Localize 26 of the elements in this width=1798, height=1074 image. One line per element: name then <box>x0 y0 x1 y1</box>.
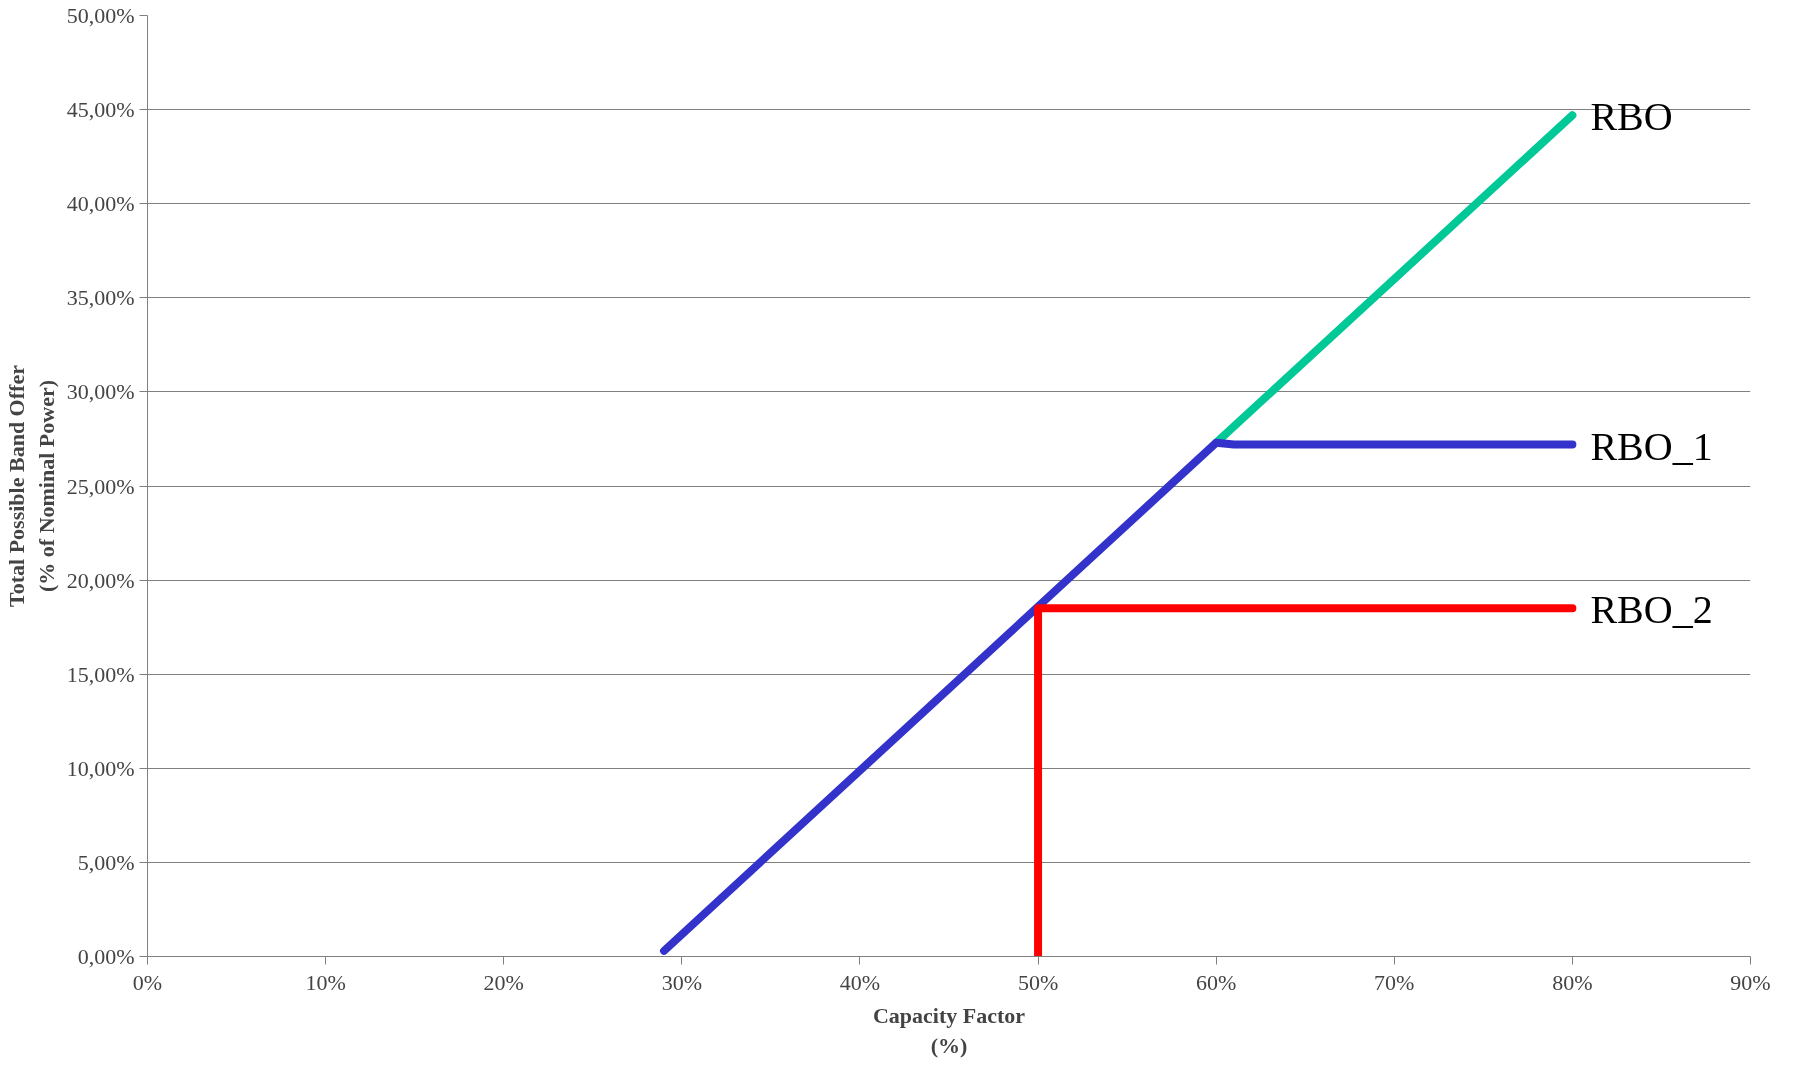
x-tick-label: 90% <box>1730 969 1771 995</box>
x-tick-label: 30% <box>661 969 702 995</box>
y-tick-label: 20,00% <box>66 567 135 593</box>
x-tick-label: 20% <box>483 969 524 995</box>
x-tick-label: 10% <box>305 969 346 995</box>
y-tick-label: 0,00% <box>77 944 135 969</box>
y-tick-label: 40,00% <box>66 191 135 217</box>
y-tick-label: 45,00% <box>66 97 135 123</box>
y-tick-label: 50,00% <box>66 3 135 28</box>
x-tick-label: 40% <box>839 969 881 995</box>
x-tick-label: 60% <box>1196 969 1237 995</box>
y-tick-label: 5,00% <box>77 849 135 875</box>
y-tick-label: 10,00% <box>66 755 135 781</box>
series-label: RBO_2 <box>1590 587 1713 633</box>
x-tick-label: 50% <box>1017 969 1059 995</box>
y-tick-label: 25,00% <box>66 473 135 499</box>
x-tick-label: 80% <box>1552 969 1593 995</box>
x-tick-label: 0% <box>132 969 163 995</box>
x-tick-label: 70% <box>1374 969 1415 995</box>
y-tick-label: 35,00% <box>66 285 135 311</box>
series-label: RBO_1 <box>1590 423 1713 469</box>
y-tick-label: 30,00% <box>66 379 135 405</box>
y-axis-title: Total Possible Band Offer (% of Nominal Power) <box>3 364 59 607</box>
series-label: RBO <box>1590 94 1673 140</box>
x-axis-title: Capacity Factor (%) <box>872 1002 1026 1058</box>
y-tick-label: 15,00% <box>66 661 135 687</box>
